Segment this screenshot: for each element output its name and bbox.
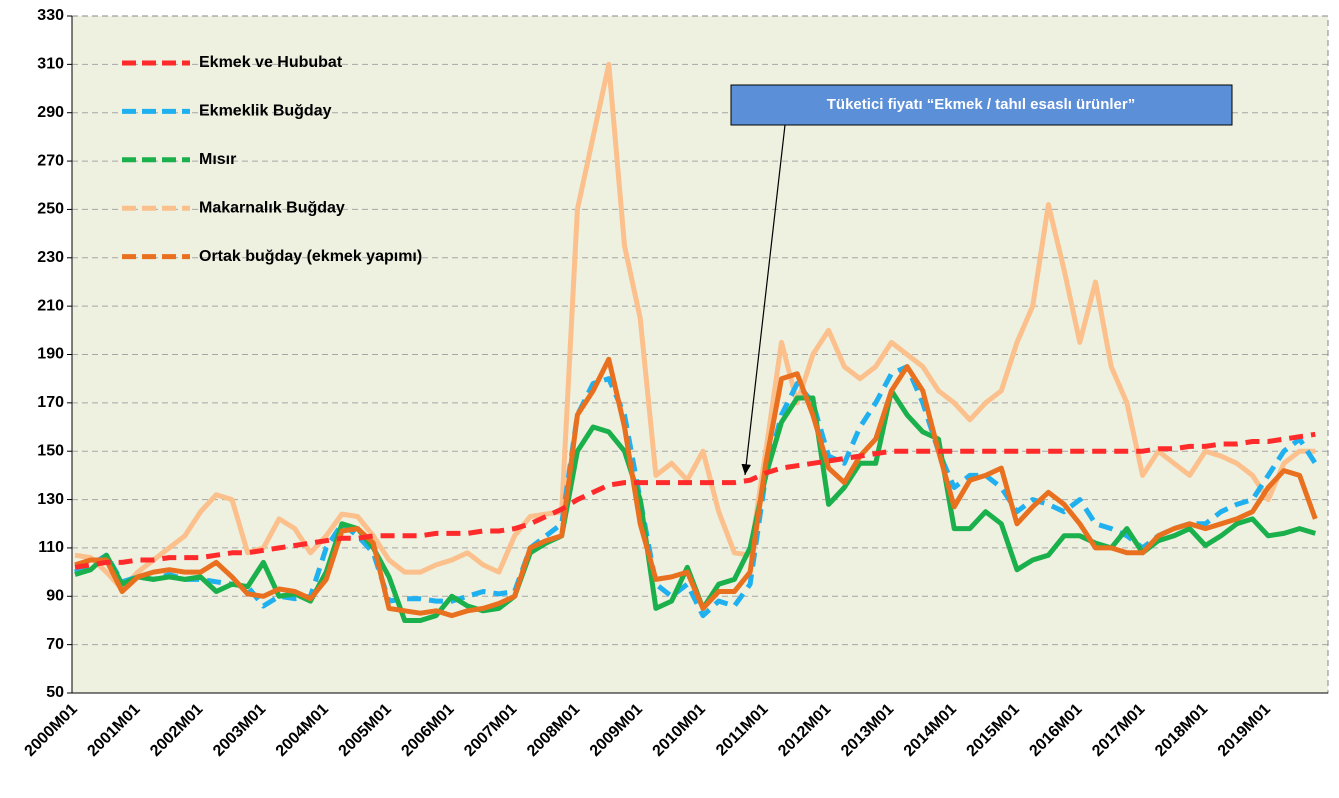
y-tick-label: 50 bbox=[46, 684, 64, 701]
y-tick-label: 270 bbox=[37, 152, 64, 169]
series-line bbox=[74, 61, 1316, 592]
x-tick-label: 2019M01 bbox=[1215, 701, 1274, 760]
series-line bbox=[74, 431, 1316, 570]
y-tick-label: 170 bbox=[37, 394, 64, 411]
y-tick-label: 130 bbox=[37, 491, 64, 508]
y-tick-label: 90 bbox=[46, 588, 64, 605]
x-tick-label: 2009M01 bbox=[587, 701, 646, 760]
x-tick-label: 2015M01 bbox=[964, 701, 1023, 760]
x-tick-label: 2018M01 bbox=[1152, 701, 1211, 760]
legend-label: Makarnalık Buğday bbox=[199, 199, 345, 216]
x-tick-label: 2011M01 bbox=[713, 701, 772, 760]
x-tick-label: 2006M01 bbox=[398, 701, 457, 760]
x-tick-label: 2000M01 bbox=[22, 701, 81, 760]
y-tick-label: 190 bbox=[37, 346, 64, 363]
x-tick-label: 2014M01 bbox=[901, 701, 960, 760]
legend-label: Mısır bbox=[199, 151, 236, 168]
x-tick-label: 2007M01 bbox=[461, 701, 520, 760]
y-tick-label: 290 bbox=[37, 104, 64, 121]
y-tick-label: 330 bbox=[37, 7, 64, 24]
x-tick-label: 2003M01 bbox=[210, 701, 269, 760]
annotation-box bbox=[730, 84, 1233, 126]
y-tick-label: 110 bbox=[38, 539, 64, 556]
x-tick-label: 2008M01 bbox=[524, 701, 583, 760]
x-tick-label: 2002M01 bbox=[147, 701, 206, 760]
y-tick-label: 310 bbox=[37, 56, 64, 73]
annotation: Tüketici fiyatı “Ekmek / tahıl esaslı ür… bbox=[827, 96, 1135, 113]
legend-label: Ekmek ve Hububat bbox=[199, 54, 343, 71]
y-tick-label: 230 bbox=[37, 249, 64, 266]
y-tick-label: 70 bbox=[46, 636, 64, 653]
x-tick-label: 2004M01 bbox=[273, 701, 332, 760]
plot-area bbox=[72, 16, 1328, 693]
x-tick-label: 2017M01 bbox=[1089, 701, 1148, 760]
x-tick-label: 2010M01 bbox=[650, 701, 709, 760]
series-line bbox=[74, 356, 1318, 619]
series-line bbox=[73, 364, 1318, 619]
y-tick-label: 210 bbox=[37, 297, 64, 314]
x-tick-label: 2012M01 bbox=[775, 701, 834, 760]
annotation-arrow bbox=[741, 124, 786, 476]
x-tick-label: 2005M01 bbox=[336, 701, 395, 760]
legend-label: Ortak buğday (ekmek yapımı) bbox=[199, 248, 422, 265]
x-tick-label: 2001M01 bbox=[84, 701, 143, 760]
x-tick-label: 2013M01 bbox=[838, 701, 897, 760]
y-tick-label: 150 bbox=[37, 442, 64, 459]
x-tick-label: 2016M01 bbox=[1026, 701, 1085, 760]
y-tick-label: 250 bbox=[37, 201, 64, 218]
legend-label: Ekmeklik Buğday bbox=[199, 103, 332, 120]
